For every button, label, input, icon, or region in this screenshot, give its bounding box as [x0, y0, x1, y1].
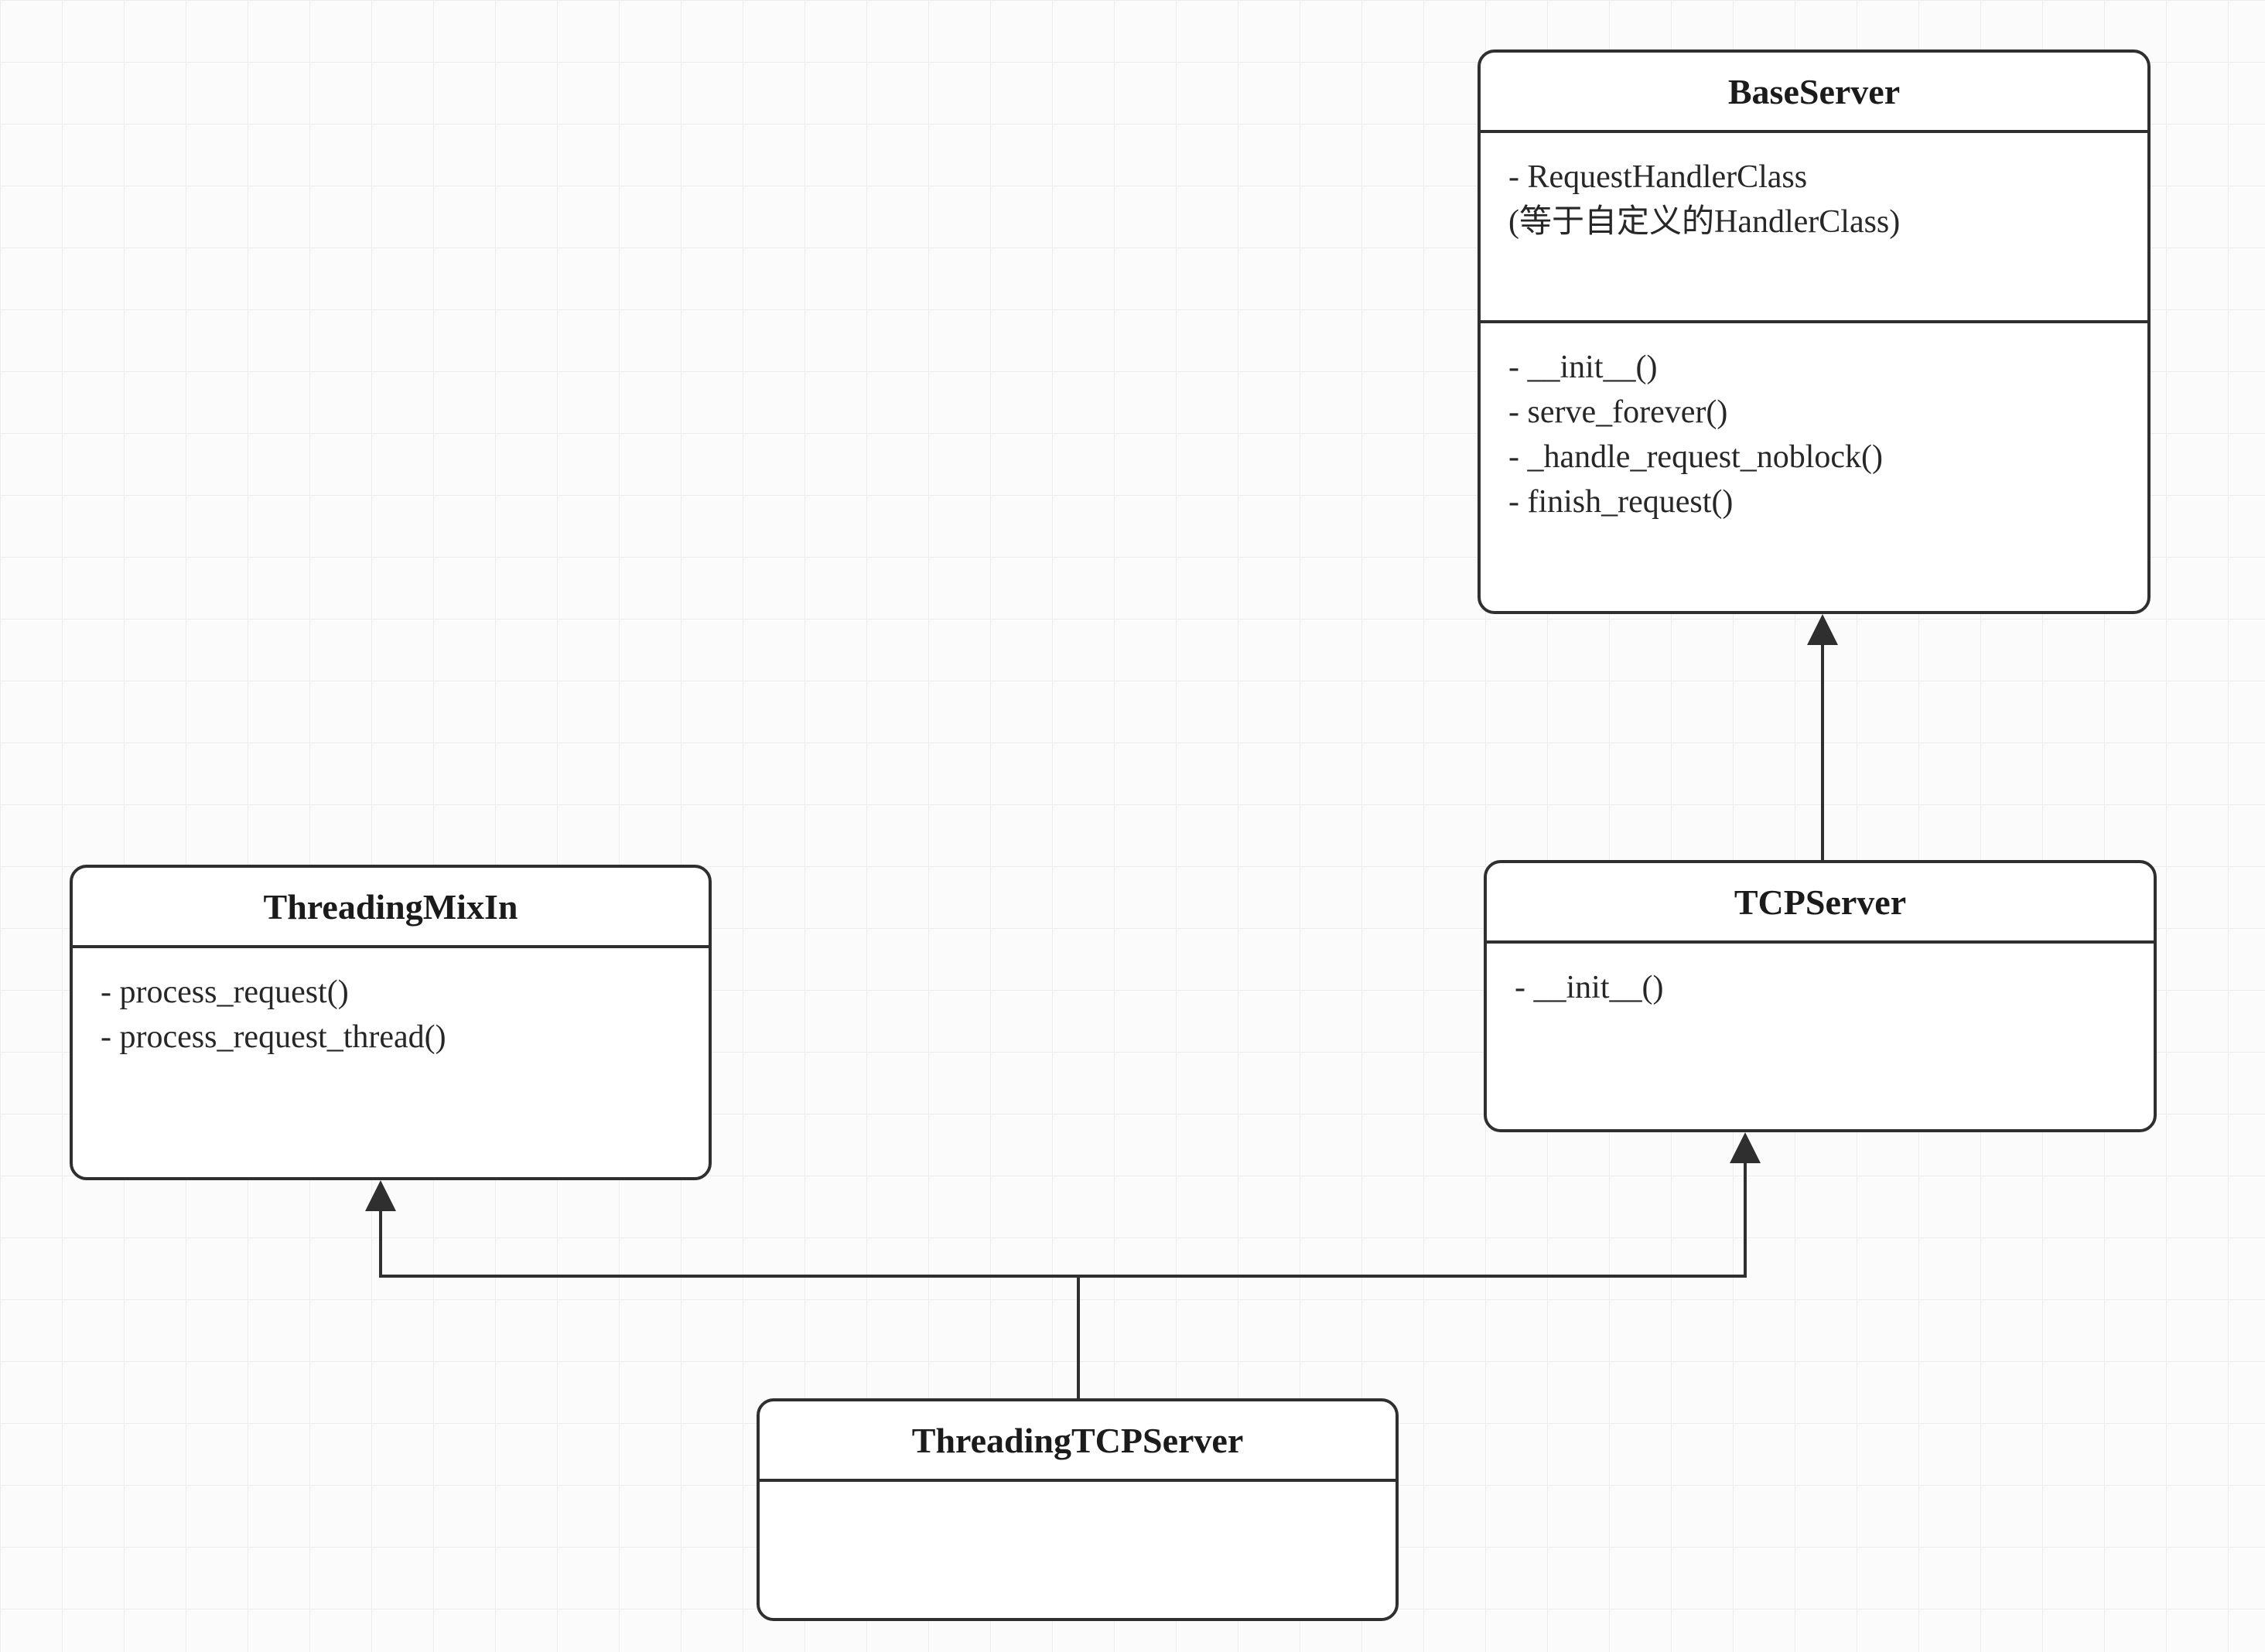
attr-line: (等于自定义的HandlerClass)	[1508, 200, 2120, 244]
method-line: - __init__()	[1515, 965, 2126, 1010]
title-text: TCPServer	[1734, 882, 1906, 923]
class-title: ThreadingMixIn	[73, 868, 709, 948]
edge-threadingtcp-to-mixin	[365, 1180, 1078, 1398]
arrowhead-icon	[1730, 1132, 1761, 1163]
edge-threadingtcp-to-tcp	[1078, 1132, 1761, 1398]
arrowhead-icon	[365, 1180, 396, 1211]
class-title: TCPServer	[1487, 863, 2154, 944]
class-base-server: BaseServer - RequestHandlerClass (等于自定义的…	[1478, 49, 2151, 614]
method-line: - _handle_request_noblock()	[1508, 435, 2120, 480]
class-threading-mixin: ThreadingMixIn - process_request() - pro…	[70, 865, 712, 1180]
class-methods: - __init__() - serve_forever() - _handle…	[1481, 323, 2147, 546]
method-line: - process_request()	[101, 970, 681, 1015]
class-methods: - __init__()	[1487, 944, 2154, 1032]
method-line: - __init__()	[1508, 345, 2120, 390]
edge-tcp-to-base	[1807, 614, 1838, 860]
method-line: - process_request_thread()	[101, 1015, 681, 1060]
title-text: ThreadingMixIn	[264, 886, 518, 927]
class-tcp-server: TCPServer - __init__()	[1484, 860, 2157, 1132]
class-methods: - process_request() - process_request_th…	[73, 948, 709, 1081]
class-title: ThreadingTCPServer	[760, 1401, 1396, 1482]
title-text: ThreadingTCPServer	[912, 1420, 1243, 1461]
class-title: BaseServer	[1481, 53, 2147, 133]
title-text: BaseServer	[1728, 71, 1900, 112]
arrowhead-icon	[1807, 614, 1838, 645]
attr-line: - RequestHandlerClass	[1508, 155, 2120, 200]
method-line: - serve_forever()	[1508, 390, 2120, 435]
class-body-empty	[760, 1482, 1396, 1621]
class-threading-tcp-server: ThreadingTCPServer	[757, 1398, 1399, 1621]
method-line: - finish_request()	[1508, 480, 2120, 524]
class-attributes: - RequestHandlerClass (等于自定义的HandlerClas…	[1481, 133, 2147, 323]
